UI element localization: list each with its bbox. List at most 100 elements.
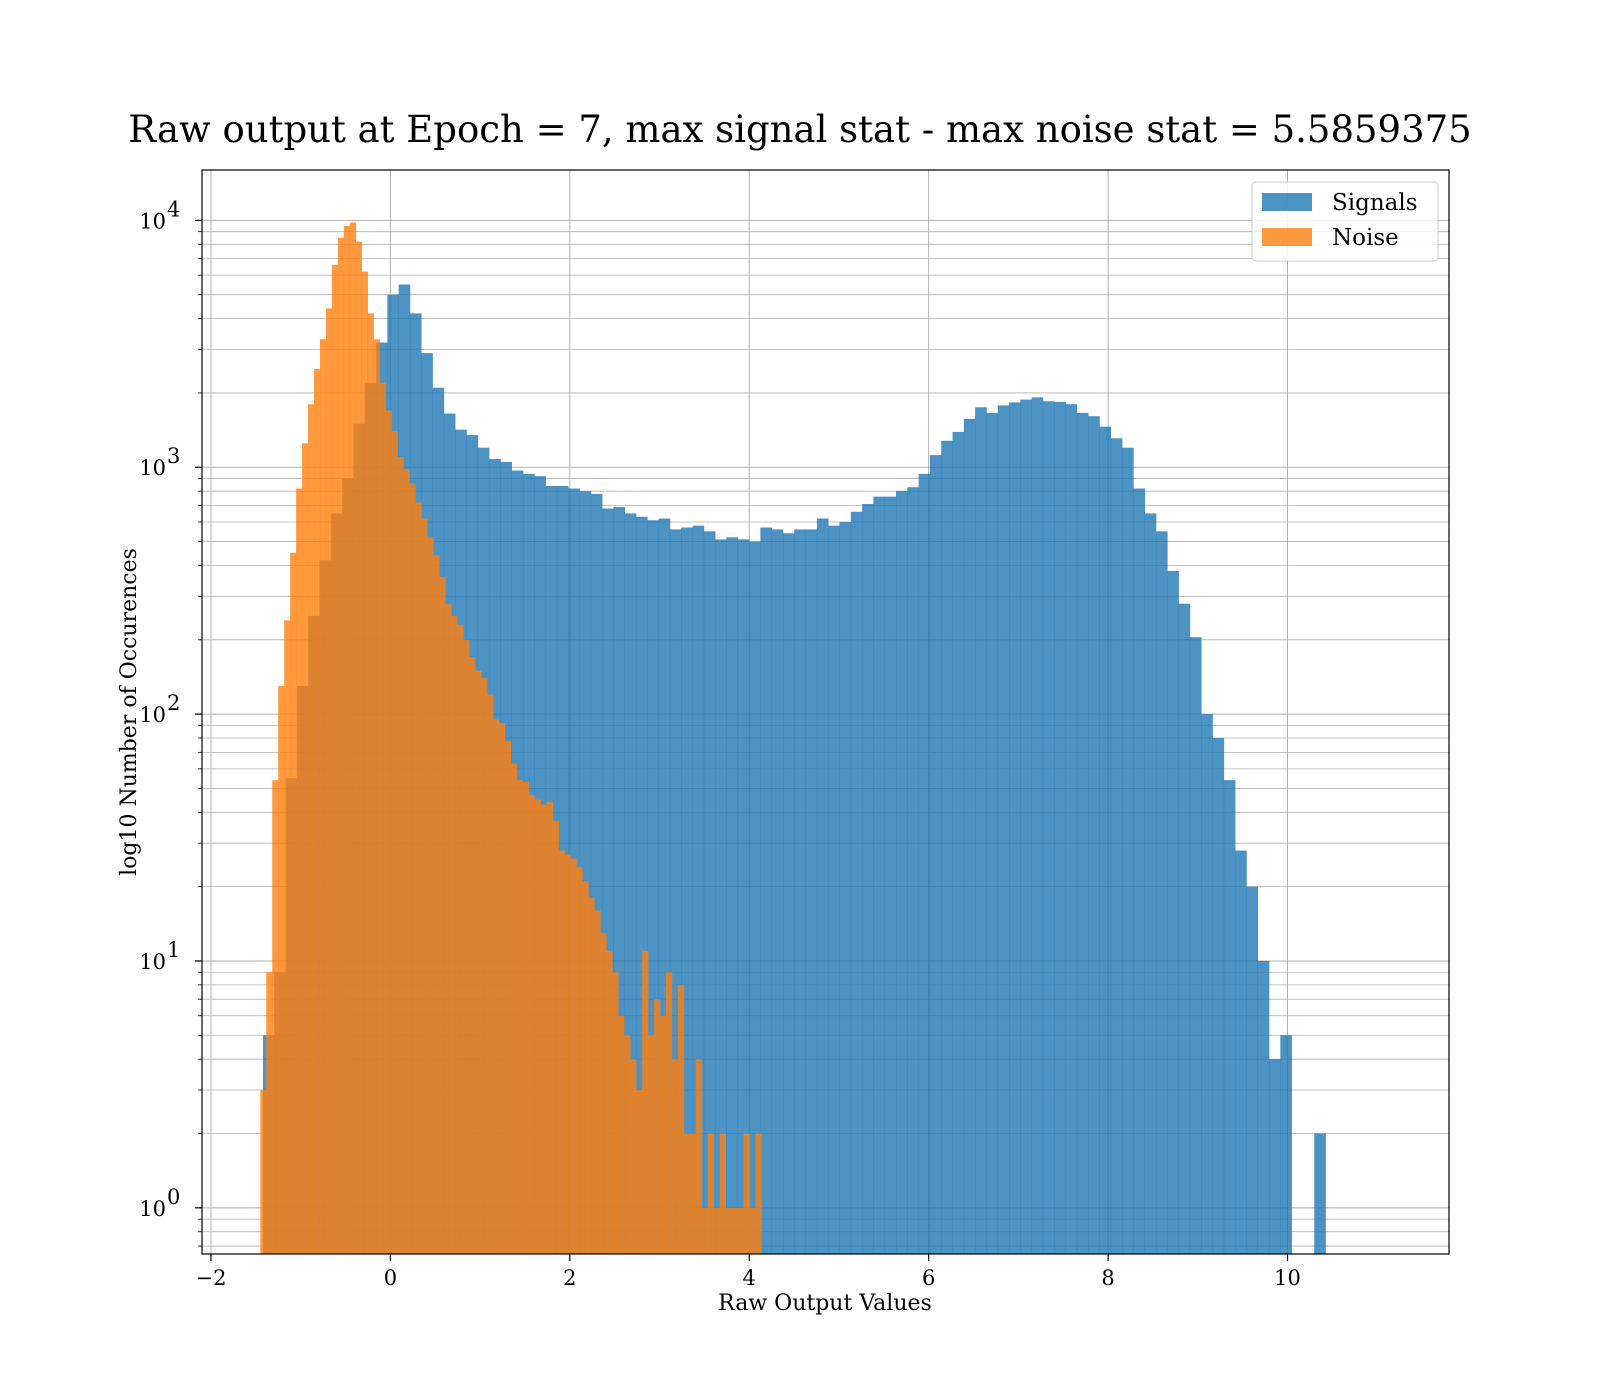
noise-bar <box>391 431 398 1254</box>
noise-bar <box>636 1090 643 1254</box>
noise-bar <box>379 382 386 1254</box>
noise-bar <box>642 950 649 1254</box>
noise-bar <box>600 932 607 1254</box>
signals-bar <box>749 541 761 1254</box>
signals-bar <box>613 507 626 1255</box>
signals-bar <box>669 529 682 1254</box>
noise-bar <box>654 999 661 1254</box>
y-tick-base: 10 <box>139 703 166 727</box>
noise-bar <box>492 719 500 1254</box>
signals-bar <box>896 491 908 1254</box>
signals-bar <box>1144 513 1157 1254</box>
noise-bar <box>278 685 285 1254</box>
signals-bar <box>681 527 693 1254</box>
x-tick-label: 8 <box>1101 1266 1114 1290</box>
noise-bar <box>385 410 392 1254</box>
noise-bar <box>314 369 321 1255</box>
signals-bar <box>816 518 829 1254</box>
noise-bar <box>439 576 446 1254</box>
noise-bar <box>594 910 601 1254</box>
signals-bar <box>647 520 659 1254</box>
signals-bar <box>839 522 852 1254</box>
signals-bar <box>1280 1035 1292 1254</box>
noise-bar <box>725 1207 732 1254</box>
noise-bar <box>731 1207 738 1254</box>
signals-bar <box>1020 399 1032 1255</box>
signals-bar <box>636 516 648 1254</box>
noise-bar <box>719 1133 726 1254</box>
noise-bar <box>272 780 279 1254</box>
noise-bar <box>558 850 565 1254</box>
x-tick-label: 2 <box>563 1266 576 1290</box>
y-tick-exponent: 2 <box>167 691 180 715</box>
plot-frame <box>201 169 1450 1255</box>
noise-bar <box>749 1207 756 1254</box>
noise-bar <box>343 225 351 1254</box>
noise-bar <box>361 271 368 1254</box>
signals-bar <box>850 511 863 1255</box>
legend-signals-swatch <box>1262 193 1312 211</box>
noise-bar <box>337 237 345 1254</box>
signals-bar <box>771 529 784 1254</box>
noise-bar <box>415 502 422 1255</box>
signals-bar <box>737 539 750 1254</box>
signals-bar <box>692 525 705 1254</box>
noise-bar <box>695 1059 703 1254</box>
signals-bar <box>805 529 818 1254</box>
y-tick-exponent: 1 <box>167 938 180 962</box>
noise-bar <box>588 897 595 1254</box>
noise-bar <box>671 1059 679 1254</box>
y-tick-exponent: 3 <box>167 444 180 468</box>
noise-bar <box>319 339 327 1254</box>
signals-bar <box>715 539 727 1254</box>
noise-bar <box>266 972 273 1254</box>
y-tick-base: 10 <box>139 1197 166 1221</box>
noise-bar <box>475 670 482 1254</box>
noise-bar <box>665 972 673 1254</box>
legend-noise-label: Noise <box>1332 225 1399 251</box>
noise-bar <box>606 950 613 1254</box>
noise-bar <box>534 799 542 1254</box>
signals-bar <box>884 496 897 1254</box>
signals-bar <box>929 455 942 1255</box>
y-tick-label: 10 <box>139 950 166 974</box>
signals-bar <box>1054 401 1066 1254</box>
y-tick-base: 10 <box>139 950 166 974</box>
signals-bar <box>590 493 603 1254</box>
noise-bar <box>421 518 428 1254</box>
noise-bar <box>302 443 309 1254</box>
noise-bar <box>349 222 357 1255</box>
y-tick-label: 10 <box>139 1197 166 1221</box>
signals-bar <box>1314 1133 1326 1254</box>
signals-bar <box>986 412 999 1254</box>
noise-bar <box>570 858 577 1254</box>
noise-bar <box>743 1133 750 1254</box>
noise-bar <box>367 313 374 1255</box>
x-tick-label: 4 <box>743 1266 756 1290</box>
noise-bar <box>427 537 434 1254</box>
noise-bar <box>612 972 619 1254</box>
signals-bar <box>873 496 886 1254</box>
noise-bar <box>528 795 536 1254</box>
signals-bar <box>918 473 931 1254</box>
signals-bar <box>975 407 987 1255</box>
noise-bar <box>463 639 470 1254</box>
signals-bar <box>1065 404 1078 1254</box>
noise-bar <box>660 1015 667 1254</box>
signals-bar <box>782 533 795 1254</box>
noise-bar <box>308 404 315 1254</box>
x-tick-label: 0 <box>384 1266 397 1290</box>
signals-bar <box>997 405 1010 1254</box>
signals-bar <box>1122 447 1134 1254</box>
noise-bar <box>504 740 512 1254</box>
signals-bar <box>1223 780 1236 1254</box>
signals-bar <box>1031 397 1044 1254</box>
signals-bar <box>1235 850 1247 1254</box>
noise-bar <box>325 308 333 1254</box>
noise-bar <box>624 1035 631 1254</box>
noise-bar <box>552 820 559 1254</box>
noise-bar <box>445 603 452 1254</box>
noise-bar <box>457 624 464 1254</box>
noise-bar <box>451 615 458 1254</box>
